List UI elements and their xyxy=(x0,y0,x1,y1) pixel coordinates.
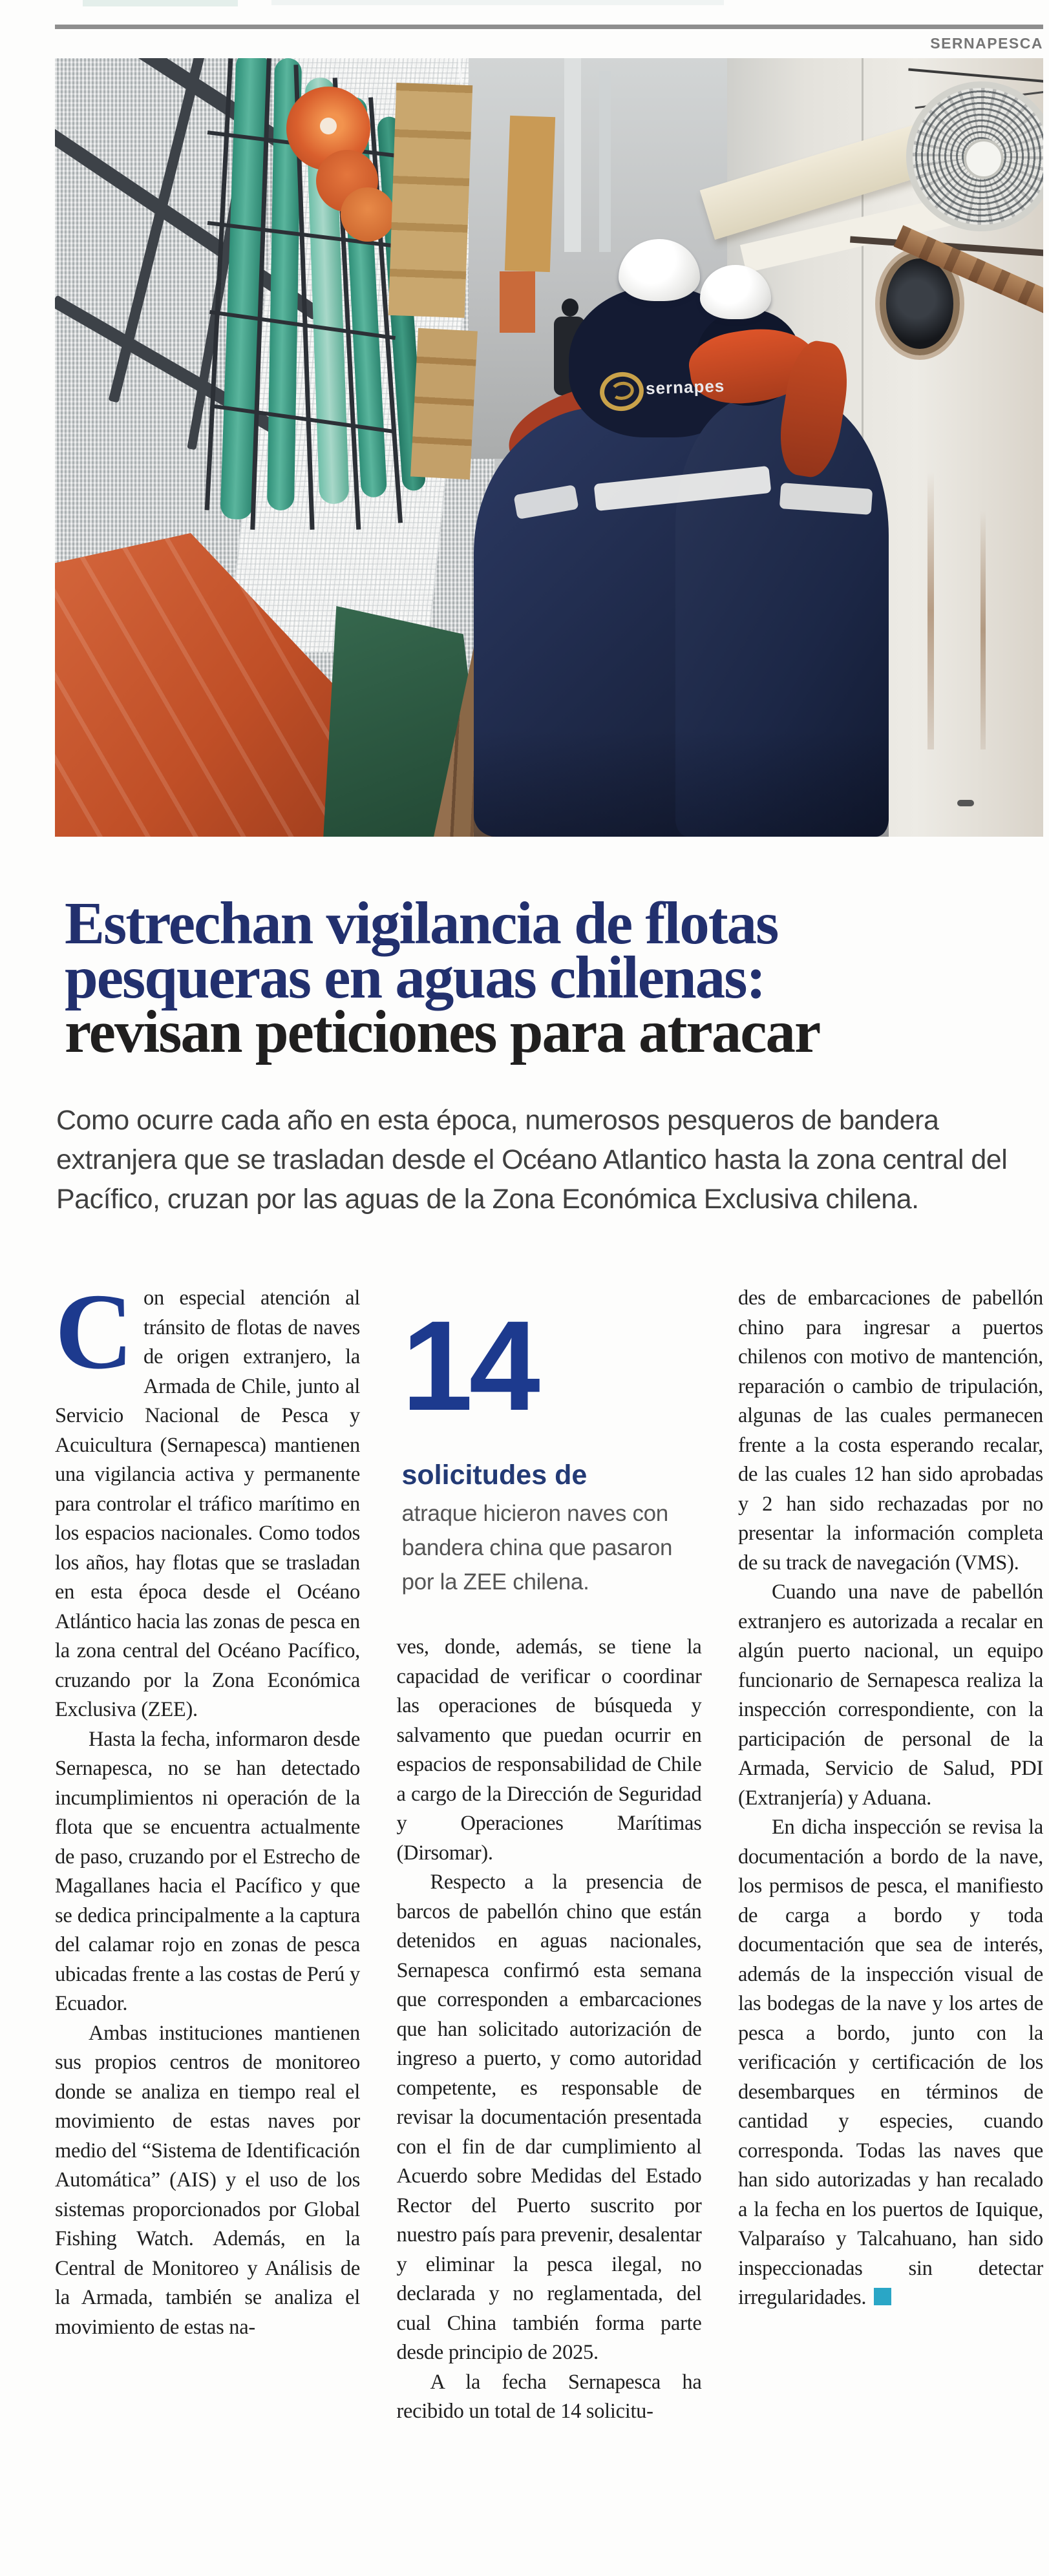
hard-hat xyxy=(700,265,771,319)
deck-machinery xyxy=(504,115,556,273)
deck-machinery xyxy=(500,271,535,333)
vessel-deck-photo: sernapes xyxy=(55,58,1043,837)
paragraph-text: on especial atención al tránsito de flot… xyxy=(55,1286,360,1721)
rust-streak xyxy=(927,472,934,749)
headline-line-2: pesqueras en aguas chilenas: xyxy=(65,945,766,1011)
deck-machinery xyxy=(599,71,611,252)
section-rule xyxy=(55,25,1043,29)
paragraph: ves, donde, además, se tiene la capacida… xyxy=(396,1635,702,1865)
drop-cap: C xyxy=(55,1284,134,1392)
page-edge-remnant xyxy=(83,0,238,6)
page-edge-remnant xyxy=(271,0,724,5)
lede: Como ocurre cada año en esta época, nume… xyxy=(56,1105,1008,1215)
paragraph: En dicha inspección se revisa la documen… xyxy=(738,1813,1043,2313)
headline-line-3: revisan peticiones para atracar xyxy=(65,999,821,1065)
distant-crew-figure xyxy=(562,298,578,317)
paragraph-text: En dicha inspección se revisa la documen… xyxy=(738,1816,1043,2309)
stacked-crates xyxy=(410,328,478,480)
stat-number: 14 xyxy=(401,1294,540,1437)
paragraph: Respecto a la presencia de barcos de pab… xyxy=(396,1870,702,2364)
stacked-crates xyxy=(388,83,473,318)
end-of-article-marker xyxy=(874,2288,892,2305)
deck-machinery xyxy=(564,58,581,252)
paragraph: des de embarcaciones de pabellón chino p… xyxy=(738,1286,1043,1575)
rust-streak xyxy=(980,510,986,749)
headline: Estrechan vigilancia de flotas pesqueras… xyxy=(55,890,1043,1065)
ventilation-fan-grill xyxy=(906,81,1043,231)
orange-buoy xyxy=(341,187,395,242)
headline-line-1: Estrechan vigilancia de flotas xyxy=(65,890,779,957)
inspector-figure xyxy=(675,394,889,837)
column-3: des de embarcaciones de pabellón chino p… xyxy=(738,1284,1043,2570)
photo-credit: SERNAPESCA xyxy=(930,35,1043,52)
paragraph: A la fecha Sernapesca ha recibido un tot… xyxy=(396,2370,702,2424)
paragraph: Hasta la fecha, informaron desde Sernape… xyxy=(55,1727,360,2016)
paragraph: Ambas instituciones mantienen sus propio… xyxy=(55,2021,360,2339)
article: Estrechan vigilancia de flotas pesqueras… xyxy=(55,890,1043,2570)
hard-hat xyxy=(619,239,700,301)
paragraph: Cuando una nave de pabellón extranjero e… xyxy=(738,1580,1043,1810)
stat-callout: 14 solicitudes de atraque hicieron naves… xyxy=(397,1284,702,1633)
stat-kicker: solicitudes de xyxy=(401,1460,588,1491)
wall-mark xyxy=(957,800,974,806)
shadow xyxy=(474,730,889,837)
column-2: 14 solicitudes de atraque hicieron naves… xyxy=(397,1284,702,2570)
stat-description: atraque hicieron naves con bandera china… xyxy=(401,1501,673,1595)
